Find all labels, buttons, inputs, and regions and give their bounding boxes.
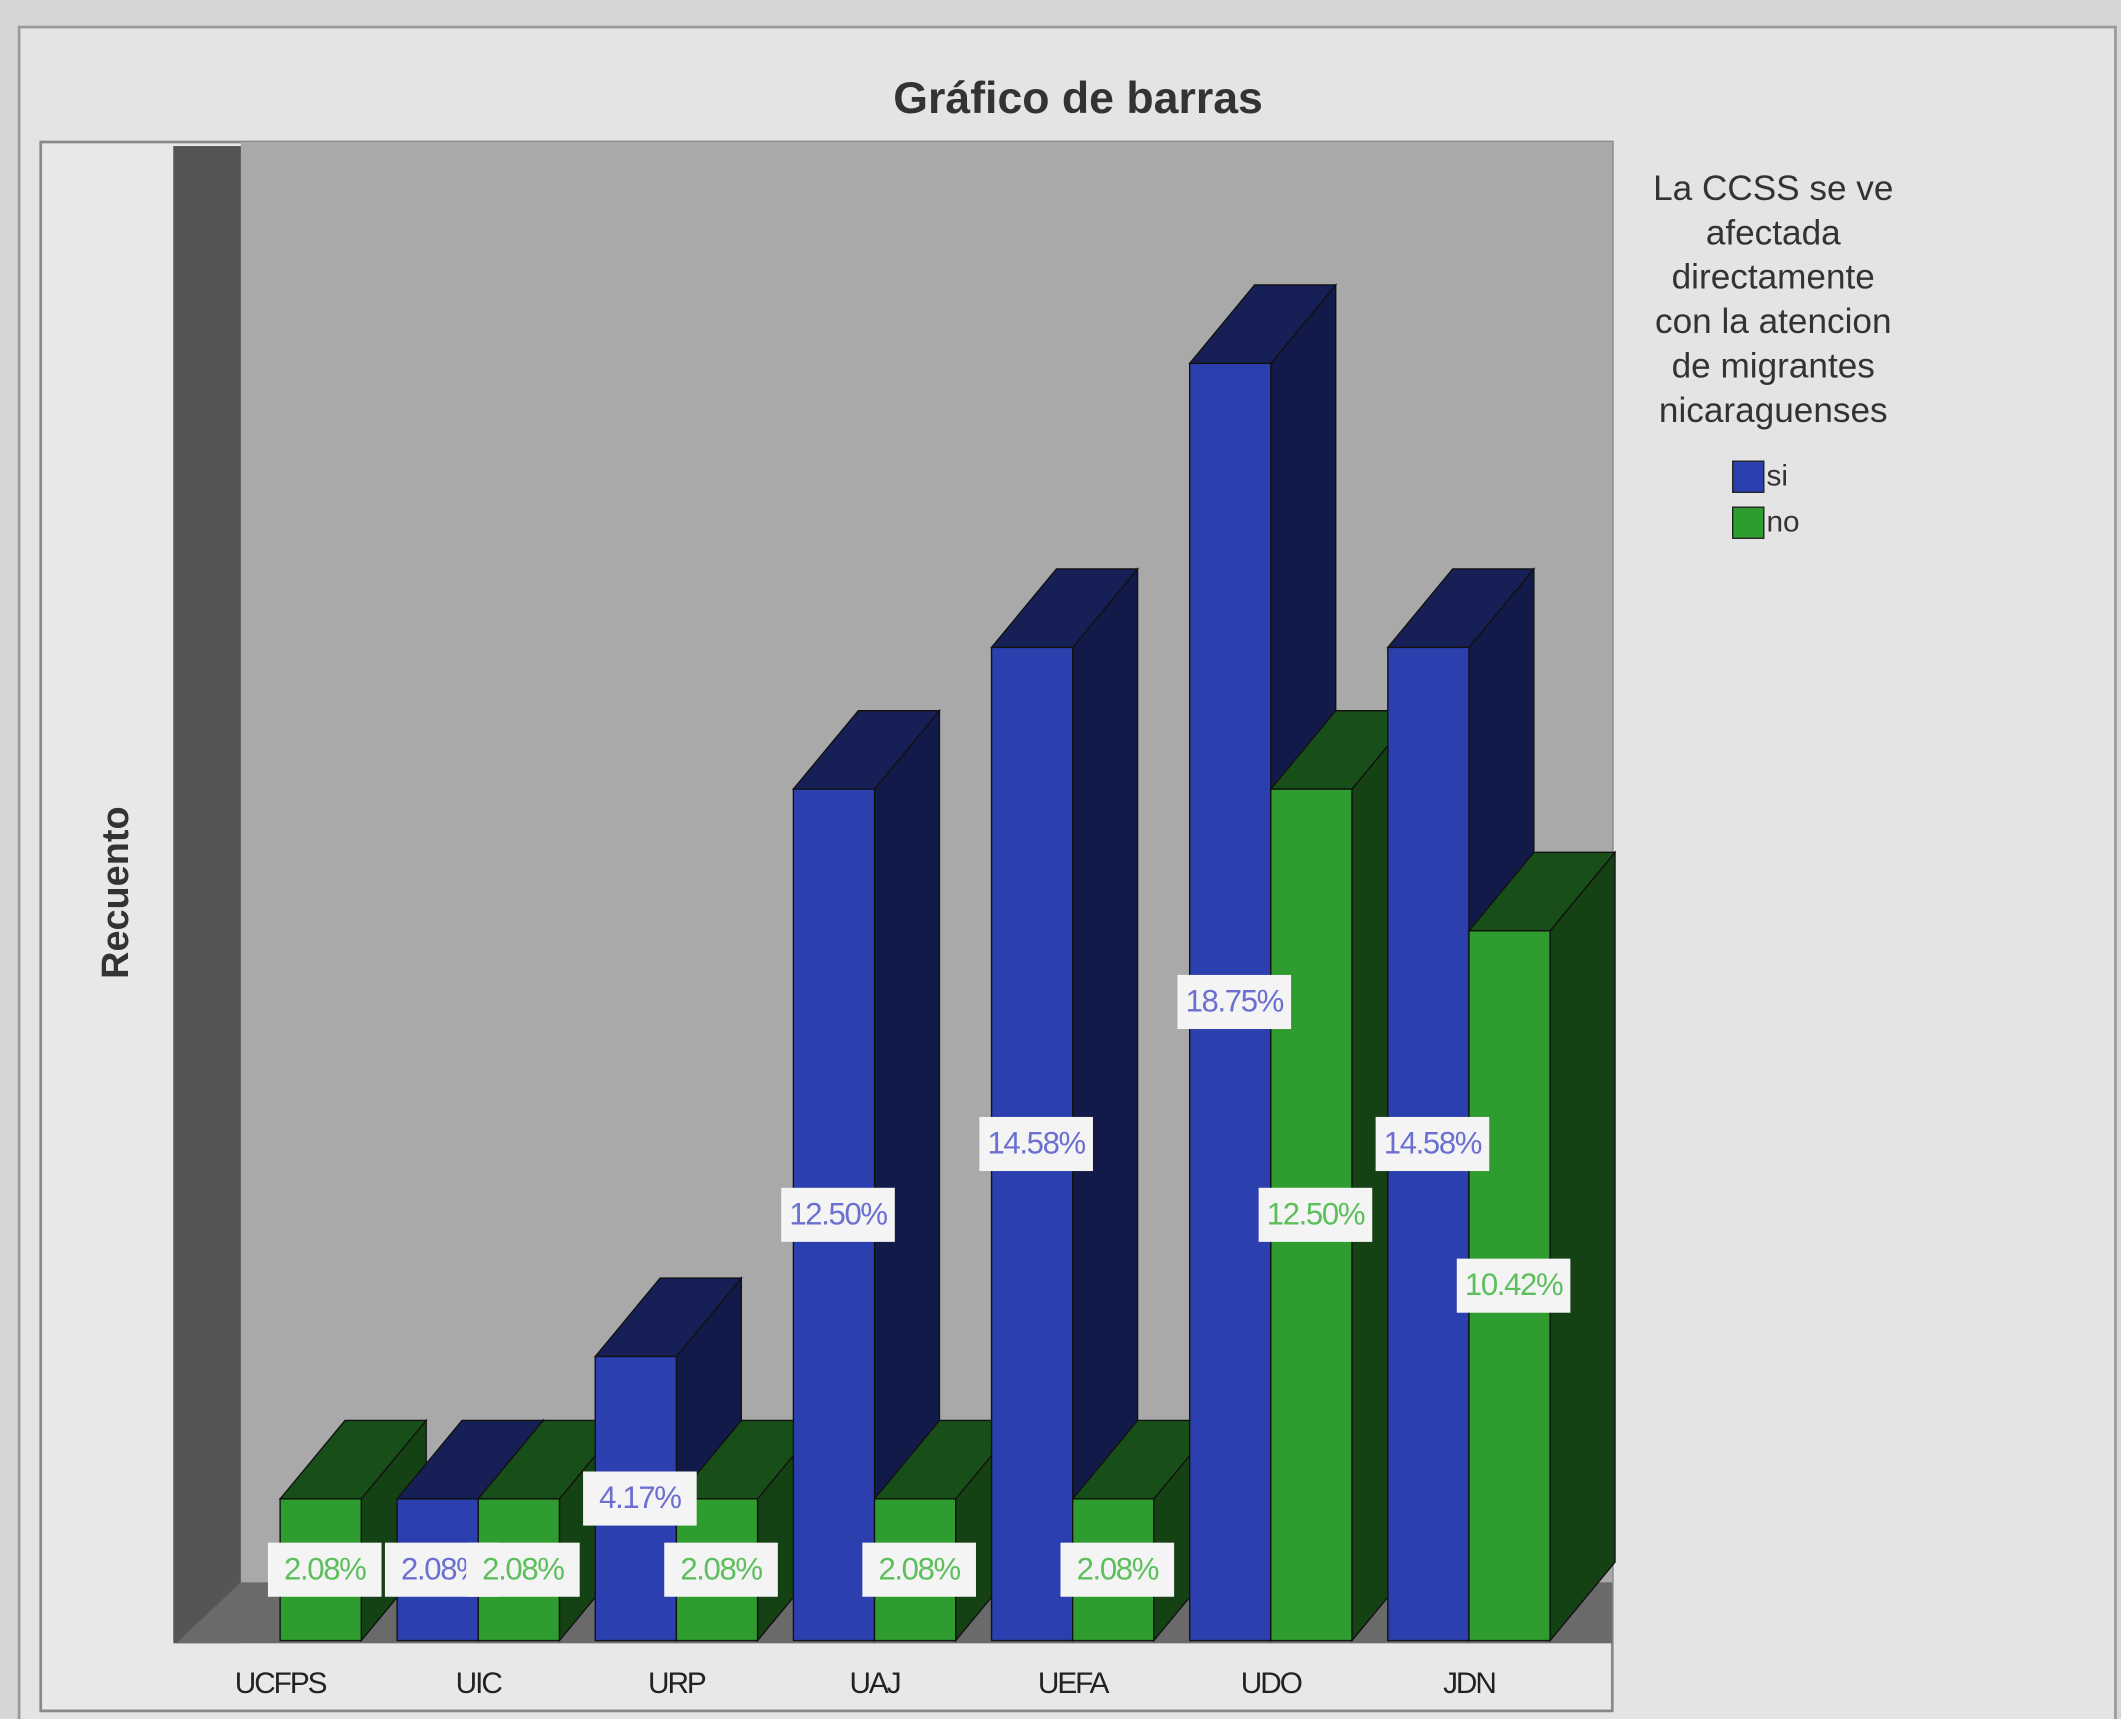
data-label: 2.08% (267, 1542, 382, 1597)
data-label-text: 2.08% (284, 1551, 366, 1586)
data-label: 2.08% (862, 1542, 976, 1597)
data-label-text: 18.75% (1186, 984, 1284, 1019)
data-label-text: 4.17% (599, 1480, 681, 1515)
data-label-text: 14.58% (987, 1126, 1085, 1161)
legend-label: no (1766, 505, 1799, 538)
data-label-text: 12.50% (1267, 1196, 1365, 1231)
data-label-text: 12.50% (789, 1196, 887, 1231)
legend-title: directamente (1672, 258, 1875, 297)
data-label-box (1375, 1116, 1490, 1172)
data-label: 10.42% (1456, 1258, 1571, 1313)
legend-title: afectada (1706, 213, 1841, 252)
data-label-text: 2.08% (1077, 1551, 1159, 1586)
x-tick-label: UIC (456, 1667, 503, 1700)
data-label-box (1456, 1258, 1571, 1313)
data-label-box (781, 1187, 895, 1242)
data-label-text: 14.58% (1384, 1126, 1482, 1161)
chart-title: Gráfico de barras (893, 74, 1263, 123)
data-label-box (1177, 974, 1292, 1030)
data-label-box (979, 1116, 1093, 1172)
data-label-text: 2.08% (878, 1551, 960, 1586)
data-label: 14.58% (1375, 1116, 1490, 1172)
legend-title: La CCSS se ve (1653, 169, 1893, 208)
data-label-box (267, 1542, 382, 1597)
data-label: 14.58% (979, 1116, 1093, 1172)
data-label-text: 2.08% (680, 1551, 762, 1586)
data-label: 2.08% (466, 1542, 580, 1597)
data-label-box (583, 1471, 697, 1526)
legend-title: con la atencion (1655, 302, 1892, 341)
data-label-text: 2.08% (482, 1551, 564, 1586)
data-label-text: 10.42% (1465, 1267, 1563, 1302)
data-label-box (1258, 1187, 1373, 1242)
data-label-box (862, 1542, 976, 1597)
data-label-box (466, 1542, 580, 1597)
x-tick-label: UCFPS (235, 1667, 327, 1700)
data-label: 4.17% (583, 1471, 697, 1526)
legend-label: si (1766, 459, 1788, 492)
data-label: 2.08% (1060, 1542, 1175, 1597)
data-label: 12.50% (1258, 1187, 1373, 1242)
x-tick-label: UDO (1241, 1667, 1302, 1700)
x-tick-label: UEFA (1038, 1667, 1110, 1700)
bar (1467, 850, 1617, 1643)
y-axis-label: Recuento (95, 806, 137, 978)
legend-title: de migrantes (1672, 346, 1875, 385)
legend-swatch (1732, 460, 1765, 493)
legend-title: nicaraguenses (1659, 391, 1888, 430)
bar-side (1549, 850, 1616, 1643)
data-label: 2.08% (664, 1542, 778, 1597)
data-label: 18.75% (1177, 974, 1292, 1030)
data-label: 12.50% (781, 1187, 895, 1242)
data-label-box (1060, 1542, 1175, 1597)
side-wall (173, 146, 241, 1644)
x-tick-label: JDN (1443, 1667, 1495, 1700)
x-tick-label: URP (648, 1667, 706, 1700)
data-label-box (664, 1542, 778, 1597)
legend-swatch (1732, 506, 1765, 539)
x-tick-label: UAJ (849, 1667, 899, 1700)
